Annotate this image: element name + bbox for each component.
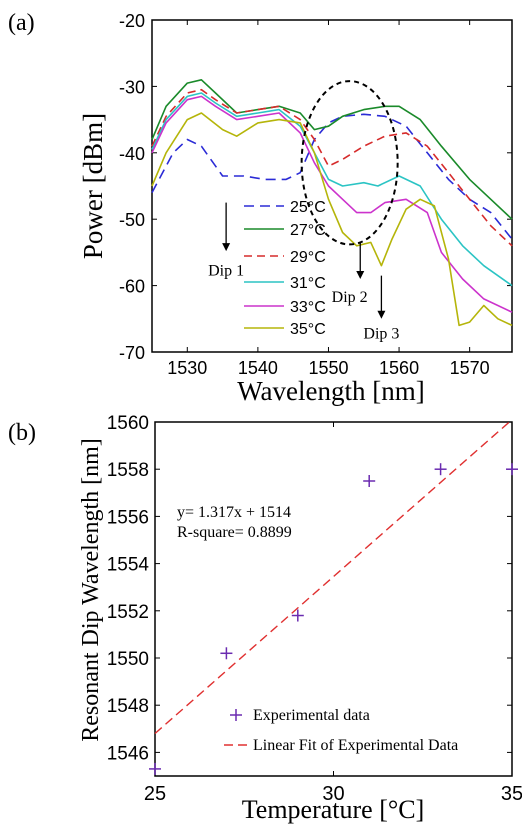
data-point-marker xyxy=(506,463,518,476)
panel-a-x-ticks: 1530 1540 1550 1560 1570 xyxy=(167,20,490,378)
legend-label: 35°C xyxy=(290,321,326,338)
dip-2-label: Dip 2 xyxy=(332,289,368,306)
x-tick-label: 35 xyxy=(501,783,522,805)
y-tick-label: 1558 xyxy=(107,460,149,481)
panel-a: (a) 1530 1540 1550 1560 1570 -20 -30 -40 -50 -60… xyxy=(8,10,513,406)
panel-b-x-axis-label: Temperature [°C] xyxy=(242,795,425,824)
x-tick-label: 25 xyxy=(144,783,166,805)
panel-a-x-axis-label: Wavelength [nm] xyxy=(237,376,425,406)
y-tick-label: -50 xyxy=(119,210,145,230)
legend-item-25c: 25°C xyxy=(244,199,326,216)
data-point-marker xyxy=(291,609,304,622)
dip-2-arrowhead xyxy=(356,270,365,279)
legend-marker-plus xyxy=(230,709,242,721)
dip-3-arrowhead xyxy=(377,310,386,319)
legend-label: 25°C xyxy=(290,199,326,216)
x-tick-label: 30 xyxy=(322,783,344,805)
series-line-5 xyxy=(151,112,513,327)
legend-item-35c: 35°C xyxy=(244,321,326,338)
series-line-4 xyxy=(151,95,513,313)
panel-b-label: (b) xyxy=(8,420,36,446)
linear-fit-line xyxy=(154,419,513,735)
series-line-2 xyxy=(151,88,513,247)
panel-a-y-axis-label: Power [dBm] xyxy=(78,113,108,259)
x-tick-label: 1570 xyxy=(450,358,490,378)
x-tick-label: 1540 xyxy=(238,358,278,378)
dip-1-label: Dip 1 xyxy=(208,263,244,280)
y-tick-label: 1552 xyxy=(107,602,149,623)
panel-b: (b) 25 30 35 15461548155015521554155615581… xyxy=(8,413,522,824)
y-tick-label: 1556 xyxy=(107,507,149,528)
legend-label: 29°C xyxy=(290,249,326,266)
legend-item-31c: 31°C xyxy=(244,275,326,292)
panel-a-y-ticks: -20 -30 -40 -50 -60 -70 xyxy=(119,11,512,363)
dip-1-arrowhead xyxy=(222,243,231,252)
highlight-ellipse xyxy=(300,80,399,246)
panel-a-series xyxy=(151,79,513,327)
series-line-3 xyxy=(151,92,513,287)
panel-a-label: (a) xyxy=(8,10,35,36)
series-line-0 xyxy=(151,113,513,240)
fit-r-square: R-square= 0.8899 xyxy=(177,524,292,541)
panel-b-x-ticks: 25 30 35 xyxy=(144,422,522,805)
legend-label: 33°C xyxy=(290,299,326,316)
data-point-marker xyxy=(149,762,161,775)
legend-item-experimental: Experimental data xyxy=(230,707,370,724)
y-tick-label: -70 xyxy=(119,343,145,363)
legend-item-33c: 33°C xyxy=(244,299,326,316)
dip-annotations: Dip 1 Dip 2 Dip 3 xyxy=(208,202,399,343)
x-tick-label: 1530 xyxy=(167,358,207,378)
y-tick-label: 1548 xyxy=(107,696,149,717)
legend-plus-marker xyxy=(230,709,242,721)
legend-item-27c: 27°C xyxy=(244,222,326,239)
legend-item-29c: 29°C xyxy=(244,249,326,266)
panel-b-y-ticks: 1546 1548 1550 1552 1554 1556 1558 1560 xyxy=(107,413,512,764)
legend-label: 31°C xyxy=(290,275,326,292)
fit-equation: y= 1.317x + 1514 xyxy=(177,504,291,521)
x-tick-label: 1560 xyxy=(379,358,419,378)
y-tick-label: 1554 xyxy=(107,555,150,576)
legend-label: Experimental data xyxy=(253,707,370,724)
y-tick-label: -30 xyxy=(119,77,145,97)
legend-item-linear-fit: Linear Fit of Experimental Data xyxy=(224,737,458,754)
y-tick-label: -40 xyxy=(119,144,145,164)
y-tick-label: -60 xyxy=(119,277,145,297)
legend-label: 27°C xyxy=(290,222,326,239)
y-tick-label: 1546 xyxy=(107,743,149,764)
panel-b-y-axis-label: Resonant Dip Wavelength [nm] xyxy=(78,438,104,742)
series-line-1 xyxy=(151,79,513,220)
data-point-marker xyxy=(434,463,447,476)
y-tick-label: 1550 xyxy=(107,649,149,670)
y-tick-label: 1560 xyxy=(107,413,149,434)
legend-label: Linear Fit of Experimental Data xyxy=(253,737,458,754)
panel-a-legend: 25°C 27°C 29°C 31°C 33°C 35°C xyxy=(244,199,326,338)
dip-3-label: Dip 3 xyxy=(363,326,399,343)
fit-line xyxy=(154,419,513,735)
x-tick-label: 1550 xyxy=(308,358,348,378)
y-tick-label: -20 xyxy=(119,11,145,31)
data-point-marker xyxy=(220,647,233,660)
panel-b-legend: Experimental data Linear Fit of Experime… xyxy=(224,707,458,754)
experimental-points xyxy=(149,463,518,775)
data-point-marker xyxy=(363,475,376,487)
